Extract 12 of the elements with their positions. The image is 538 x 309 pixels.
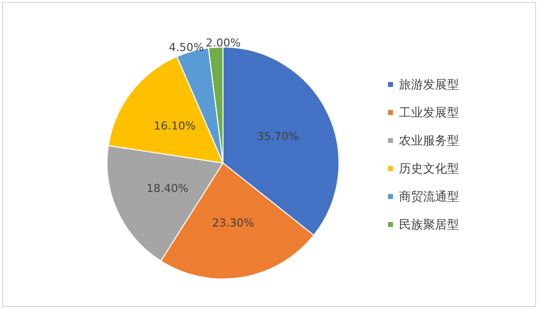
data-label: 35.70% (256, 130, 299, 144)
data-label: 23.30% (212, 216, 254, 230)
legend-label: 商贸流通型 (399, 190, 459, 204)
legend-label: 工业发展型 (399, 106, 459, 120)
legend-label: 历史文化型 (399, 162, 459, 176)
data-label: 2.00% (206, 36, 241, 50)
data-label: 4.50% (168, 40, 204, 54)
legend-label: 旅游发展型 (399, 78, 459, 92)
data-label: 18.40% (146, 182, 188, 195)
legend-label: 民族聚居型 (399, 218, 459, 232)
legend-label: 农业服务型 (399, 134, 459, 148)
data-label: 16.10% (154, 119, 196, 132)
